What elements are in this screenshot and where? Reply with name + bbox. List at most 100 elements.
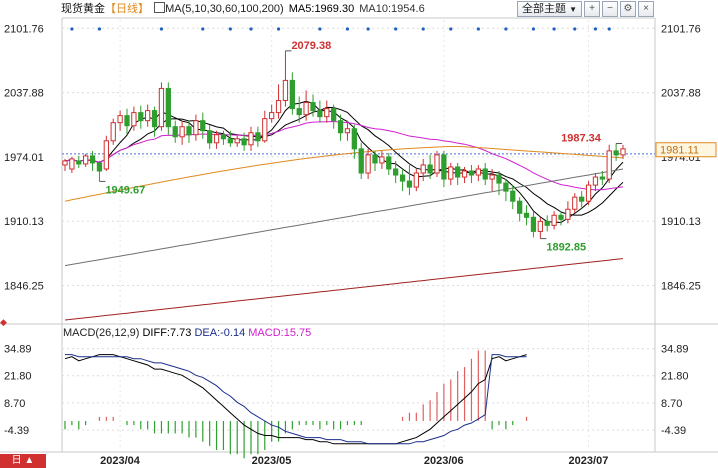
zoom-out-icon[interactable]: − — [601, 1, 618, 17]
macd-diff-label: DIFF:7.73 — [142, 327, 192, 339]
time-tick-label: 2023/04 — [100, 455, 141, 467]
candle-body — [434, 154, 440, 174]
candle-body — [496, 174, 502, 184]
candle-body — [158, 87, 165, 128]
candle-body — [131, 112, 137, 127]
event-dot — [97, 27, 102, 31]
candle-body — [220, 134, 227, 140]
candle-body — [138, 112, 144, 122]
annotation-label: 2079.38 — [291, 40, 331, 52]
ma200-line — [64, 258, 624, 321]
macd-dea-label: DEA:-0.14 — [194, 327, 246, 339]
candle-body — [551, 214, 557, 226]
candle-body — [482, 168, 488, 180]
candle-body — [523, 212, 530, 218]
candle-body — [420, 164, 426, 174]
time-tick-label: 2023/07 — [569, 455, 609, 467]
macd-value-label: MACD:15.75 — [248, 327, 312, 339]
ma5-label: MA5:1969.30 — [288, 3, 355, 15]
price-tick-right: 1910.13 — [661, 216, 701, 228]
macd-tick-right: -4.39 — [661, 425, 686, 437]
candle-body — [386, 156, 392, 170]
macd-tick-left: 21.80 — [4, 371, 32, 383]
candle-body — [303, 102, 309, 116]
candle-body — [503, 182, 509, 192]
zoom-in-icon[interactable]: + — [583, 1, 600, 17]
candle-body — [517, 200, 523, 214]
candle-body — [565, 208, 571, 220]
candlestick-series — [62, 50, 626, 239]
candle-body — [110, 122, 116, 142]
candle-body — [558, 214, 564, 220]
event-dot — [249, 27, 253, 31]
macd-header: MACD(26,12,9) DIFF:7.73 DEA:-0.14 MACD:1… — [63, 326, 311, 340]
candle-body — [455, 166, 461, 178]
macd-dea-line — [65, 354, 527, 445]
event-dot — [70, 27, 74, 31]
ma-params-label: MA(5,10,30,60,100,200) — [165, 3, 284, 15]
event-dot — [228, 27, 232, 31]
candle-body — [89, 155, 96, 164]
candle-body — [117, 115, 123, 124]
candle-body — [537, 220, 543, 232]
candle-body — [145, 110, 151, 122]
macd-tick-left: -4.39 — [4, 425, 29, 437]
ma10-line — [64, 106, 624, 216]
moving-average-lines — [64, 100, 624, 321]
candle-body — [592, 176, 599, 186]
candle-body — [296, 108, 302, 116]
price-annotations: 2079.38 1949.67 1892.85 1987.34 — [99, 40, 623, 254]
candle-body — [585, 184, 592, 202]
chevron-down-icon: ▼ — [569, 5, 577, 14]
candle-body — [213, 134, 220, 144]
ma5-line — [64, 100, 624, 224]
event-dot — [552, 27, 556, 31]
period-label[interactable]: 【日线】 — [105, 3, 149, 15]
candle-body — [599, 176, 605, 180]
candle-body — [399, 174, 406, 182]
event-dot — [504, 27, 508, 31]
ma100-line — [64, 168, 624, 267]
annotation-label: 1987.34 — [561, 132, 602, 144]
candle-body — [262, 118, 268, 142]
price-tick-right: 1846.25 — [661, 281, 701, 293]
candle-body — [406, 180, 413, 188]
event-dot — [159, 27, 164, 31]
candle-body — [530, 216, 537, 232]
candle-body — [344, 128, 351, 134]
price-tick-left: 1846.25 — [4, 281, 44, 293]
annotation-label: 1949.67 — [105, 184, 145, 196]
macd-tick-left: 34.89 — [4, 344, 32, 356]
event-dot — [449, 27, 453, 31]
event-dot — [531, 27, 536, 31]
macd-tick-left: 8.70 — [4, 398, 25, 410]
chart-frame — [0, 17, 718, 453]
period-badge[interactable]: 日 ▲ — [0, 454, 46, 468]
chart-header: 现货黄金【日线】 MA(5,10,30,60,100,200) MA5:1969… — [61, 2, 425, 16]
macd-name-label: MACD(26,12,9) — [63, 327, 140, 339]
settings-icon[interactable]: ⚙ — [619, 1, 636, 17]
candle-body — [393, 168, 399, 176]
theme-dropdown[interactable]: 全部主题 ▼ — [517, 1, 582, 17]
price-tick-left: 1974.01 — [4, 152, 44, 164]
candle-body — [606, 150, 612, 180]
candle-body — [365, 154, 371, 174]
candle-body — [317, 110, 323, 118]
close-icon[interactable]: × — [637, 1, 654, 17]
candle-body — [76, 160, 82, 165]
macd-diff-line — [64, 354, 527, 445]
candle-body — [441, 154, 447, 180]
candle-body — [461, 170, 468, 178]
candle-body — [572, 196, 578, 210]
candle-body — [289, 79, 295, 110]
resize-handle-icon[interactable]: ◆ — [0, 317, 7, 327]
candle-body — [255, 132, 261, 142]
event-dot — [476, 27, 480, 31]
ma-icon — [154, 2, 166, 13]
candle-body — [103, 140, 109, 170]
price-tick-right: 2101.76 — [661, 23, 701, 35]
candle-body — [358, 148, 364, 174]
candle-body — [324, 108, 330, 118]
